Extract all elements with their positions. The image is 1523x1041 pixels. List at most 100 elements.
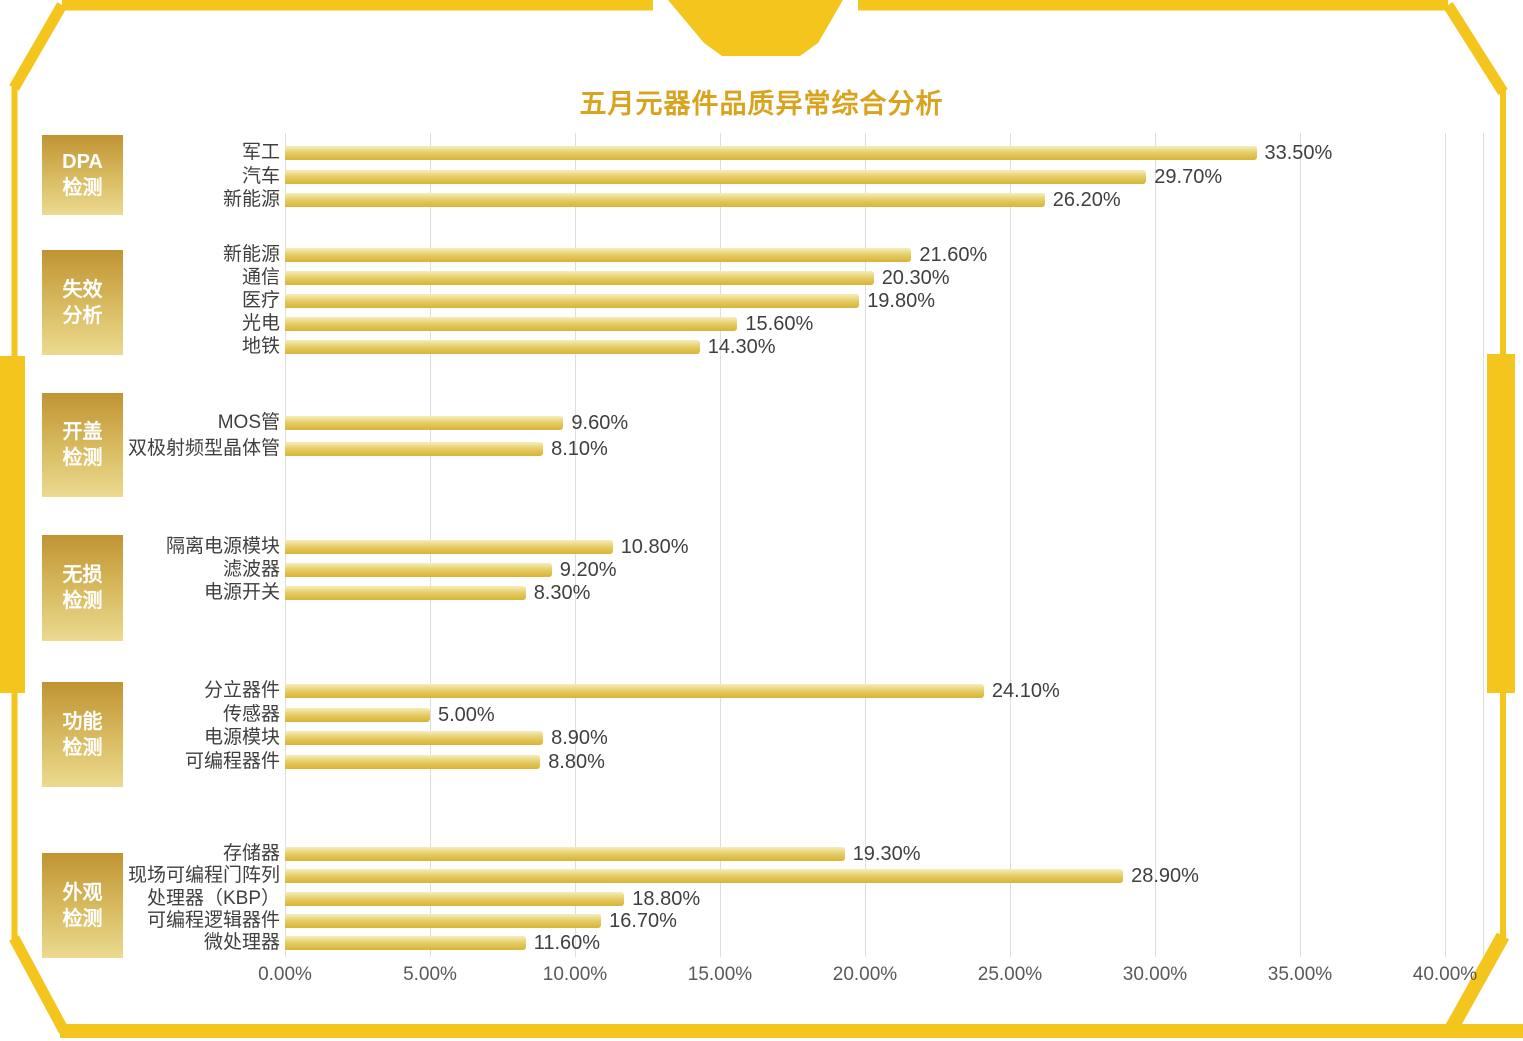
value-label: 33.50% [1264, 142, 1333, 164]
x-axis-tick: 15.00% [687, 964, 753, 985]
x-axis-tick: 10.00% [542, 964, 608, 985]
value-label: 8.30% [533, 582, 591, 604]
row-label: 军工 [241, 142, 280, 163]
category-badge-label-line: 检测 [62, 447, 103, 469]
category-badge-label-line: 外观 [62, 881, 103, 904]
bar [285, 540, 613, 554]
category-badge-label-line: 检测 [62, 736, 103, 759]
bar [285, 586, 526, 600]
category-badge-label-line: DPA [62, 151, 103, 173]
row-label: 可编程逻辑器件 [146, 909, 280, 931]
category-badge-label-line: 检测 [62, 177, 103, 199]
category-badge: DPA 检测 [42, 135, 123, 215]
row-label: 现场可编程门阵列 [127, 865, 280, 887]
gridline [1300, 133, 1301, 957]
bar [285, 563, 552, 577]
gridline [1445, 133, 1446, 957]
category-badge: 失效 分析 [42, 250, 123, 355]
bar [285, 271, 874, 285]
x-axis-tick: 0.00% [258, 964, 312, 985]
row-label: 隔离电源模块 [165, 536, 280, 557]
row-label: 新能源 [222, 244, 280, 265]
plot-right-border [1483, 133, 1484, 957]
bar [285, 869, 1124, 884]
bar [285, 294, 860, 308]
x-axis-tick: 20.00% [832, 964, 898, 985]
row-label: 微处理器 [203, 932, 280, 954]
x-axis-tick: 5.00% [403, 964, 457, 985]
bar [285, 684, 984, 698]
gridline [865, 133, 866, 957]
value-label: 19.80% [867, 290, 936, 312]
bar [285, 248, 912, 262]
x-axis-tick: 40.00% [1412, 964, 1478, 985]
value-label: 14.30% [707, 336, 776, 358]
row-label: 处理器（KBP） [146, 887, 280, 909]
category-badge-label-line: 失效 [62, 278, 103, 301]
row-label: 汽车 [241, 165, 280, 187]
category-badge-label-line: 功能 [62, 710, 103, 733]
row-label: 存储器 [222, 843, 280, 864]
value-label: 9.20% [559, 559, 617, 581]
top-trapezoid-decoration [668, 0, 843, 56]
value-label: 19.30% [852, 843, 921, 865]
category-badge-label-line: 开盖 [62, 421, 103, 443]
value-label: 8.10% [551, 438, 608, 460]
row-label: 新能源 [222, 189, 280, 210]
row-label: 医疗 [241, 290, 280, 311]
row-label: 地铁 [241, 336, 280, 357]
category-badge-label-line: 检测 [62, 907, 103, 930]
bar [285, 731, 544, 746]
x-axis-tick: 30.00% [1122, 964, 1188, 985]
value-label: 20.30% [881, 267, 950, 289]
category-badge: 外观 检测 [42, 853, 123, 958]
gridline [720, 133, 721, 957]
value-label: 5.00% [438, 703, 495, 726]
bar [285, 317, 738, 331]
bar [285, 442, 544, 456]
value-label: 21.60% [919, 244, 988, 266]
row-label: 电源模块 [203, 727, 280, 749]
value-label: 29.70% [1154, 165, 1223, 188]
value-label: 15.60% [745, 313, 814, 335]
right-tab-decoration [1487, 354, 1515, 693]
value-label: 8.90% [551, 727, 608, 750]
category-badge-label-line: 无损 [62, 564, 103, 586]
row-label: 电源开关 [203, 582, 280, 603]
value-label: 26.20% [1052, 189, 1121, 211]
row-label: MOS管 [217, 412, 280, 433]
x-axis-tick: 35.00% [1267, 964, 1333, 985]
bar [285, 936, 526, 951]
value-label: 10.80% [620, 536, 689, 558]
value-label: 18.80% [632, 887, 701, 910]
value-label: 8.80% [548, 751, 605, 774]
category-badge-label-line: 检测 [62, 590, 103, 612]
bar [285, 755, 541, 770]
gridline [1155, 133, 1156, 957]
row-label: 光电 [241, 313, 280, 334]
bar [285, 913, 602, 928]
category-badge: 功能 检测 [42, 682, 123, 787]
value-label: 9.60% [571, 412, 629, 434]
row-label: 分立器件 [203, 680, 280, 701]
row-label: 通信 [241, 267, 280, 288]
row-label: 传感器 [222, 703, 280, 725]
left-tab-decoration [0, 356, 25, 693]
bar [285, 707, 430, 722]
row-label: 双极射频型晶体管 [127, 438, 280, 459]
x-axis-tick: 25.00% [977, 964, 1043, 985]
row-label: 滤波器 [222, 559, 280, 580]
frame-top-right-diagonal [1443, 2, 1508, 95]
bar [285, 891, 625, 906]
value-label: 28.90% [1131, 865, 1199, 888]
frame-top-left-diagonal [9, 2, 67, 91]
bar [285, 340, 700, 354]
category-badge: 开盖 检测 [42, 393, 123, 497]
row-label: 可编程器件 [184, 751, 280, 773]
value-label: 11.60% [533, 932, 601, 955]
category-badge: 无损 检测 [42, 535, 123, 641]
bar [285, 169, 1147, 184]
gridline [1010, 133, 1011, 957]
category-badge-label-line: 分析 [62, 304, 103, 327]
